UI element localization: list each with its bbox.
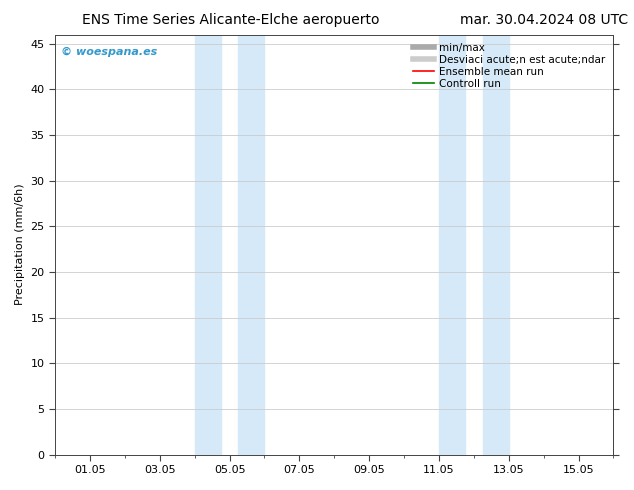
Text: mar. 30.04.2024 08 UTC: mar. 30.04.2024 08 UTC [460,13,628,27]
Text: ENS Time Series Alicante-Elche aeropuerto: ENS Time Series Alicante-Elche aeropuert… [82,13,380,27]
Bar [482,35,508,455]
Bar [238,35,264,455]
Y-axis label: Precipitation (mm/6h): Precipitation (mm/6h) [15,184,25,305]
Legend: min/max, Desviaci acute;n est acute;ndar, Ensemble mean run, Controll run: min/max, Desviaci acute;n est acute;ndar… [410,40,608,92]
Bar [439,35,465,455]
Bar [195,35,221,455]
Text: © woespana.es: © woespana.es [61,47,157,57]
